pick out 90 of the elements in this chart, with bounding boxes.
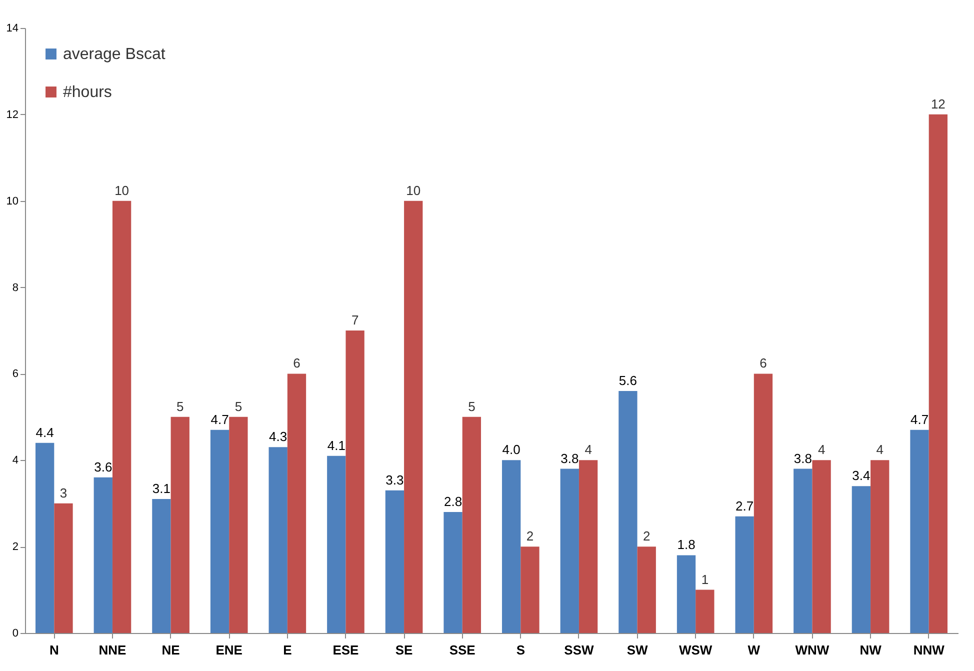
bar (346, 330, 364, 633)
data-label: 4.4 (36, 424, 54, 440)
bar (404, 200, 423, 633)
data-label: 3.4 (852, 468, 870, 484)
bar (35, 442, 54, 633)
bar (560, 468, 579, 633)
y-tick-label: 10 (6, 195, 18, 208)
bar (637, 546, 656, 633)
y-tick-label: 2 (12, 541, 18, 554)
data-label: 6 (760, 356, 767, 371)
data-label: 5 (176, 398, 184, 414)
y-tick-label: 6 (12, 368, 18, 380)
data-label: 7 (351, 312, 359, 328)
data-label: 10 (406, 182, 421, 198)
bar (794, 468, 812, 633)
bar (385, 490, 404, 633)
data-label: 3 (60, 485, 68, 500)
x-tick-label: S (516, 642, 526, 658)
data-label: 5.6 (618, 373, 637, 388)
data-label: 3.8 (560, 450, 579, 466)
bar (268, 447, 288, 633)
x-tick-label: NNE (98, 642, 127, 658)
y-tick-label: 12 (6, 108, 18, 121)
data-label: 2 (642, 528, 650, 544)
bar (152, 499, 171, 633)
bar (870, 460, 890, 633)
data-label: 10 (114, 182, 130, 198)
x-tick-label: SSW (564, 642, 594, 658)
bar (696, 590, 714, 633)
x-tick-label: ESE (332, 642, 360, 658)
bar (112, 200, 132, 633)
bar (520, 546, 540, 633)
x-tick-label: SSE (449, 642, 476, 658)
bar (735, 516, 754, 633)
bar (928, 114, 948, 633)
x-tick-label: NNW (913, 642, 946, 658)
bar (462, 416, 482, 633)
data-label: 1 (701, 572, 709, 587)
x-tick-label: N (49, 642, 59, 658)
bar (910, 430, 929, 633)
data-label: 4 (584, 442, 592, 458)
x-tick-label: NE (162, 642, 180, 658)
bar (578, 460, 598, 633)
data-label: 4 (818, 442, 826, 458)
data-label: 4 (876, 442, 884, 458)
data-label: 4.0 (502, 442, 520, 458)
data-label: 2.8 (444, 494, 462, 509)
x-tick-label: SW (626, 642, 648, 658)
data-label: 3.1 (152, 481, 170, 496)
x-tick-label: SE (395, 642, 414, 658)
data-label: 5 (234, 398, 242, 414)
bar (676, 555, 696, 633)
data-label: 3.8 (794, 450, 812, 466)
bar (812, 460, 831, 633)
data-label: 1.8 (677, 537, 696, 552)
data-label: 2 (526, 528, 534, 544)
x-tick-label: WSW (678, 642, 713, 658)
bar (287, 374, 306, 633)
data-label: 12 (930, 96, 946, 112)
y-tick-label: 4 (12, 454, 18, 467)
bar (852, 486, 871, 633)
legend-label: average Bscat (63, 46, 166, 63)
data-label: 5 (468, 398, 476, 414)
bar (618, 391, 638, 633)
y-tick-label: 8 (12, 282, 18, 294)
bar (754, 374, 773, 633)
x-tick-label: E (283, 642, 292, 658)
bar (229, 416, 248, 633)
data-label: 2.7 (736, 498, 754, 514)
data-label: 6 (293, 356, 300, 371)
x-tick-label: NW (860, 642, 882, 658)
data-label: 4.1 (327, 438, 346, 453)
bar (170, 416, 190, 633)
data-label: 4.3 (269, 429, 288, 444)
bar (502, 460, 521, 633)
bar (210, 430, 230, 633)
x-tick-label: WNW (795, 642, 830, 658)
bar (94, 477, 112, 633)
data-label: 3.6 (94, 459, 112, 474)
bar (327, 456, 346, 633)
data-label: 3.3 (386, 472, 404, 488)
y-tick-label: 0 (12, 628, 18, 640)
bar (444, 512, 462, 633)
data-label: 4.7 (210, 412, 229, 427)
legend-label: #hours (63, 84, 112, 101)
x-tick-label: ENE (216, 642, 243, 658)
y-tick-label: 14 (6, 22, 18, 34)
data-label: 4.7 (910, 412, 929, 427)
x-tick-label: W (748, 642, 761, 658)
bar (54, 503, 73, 633)
